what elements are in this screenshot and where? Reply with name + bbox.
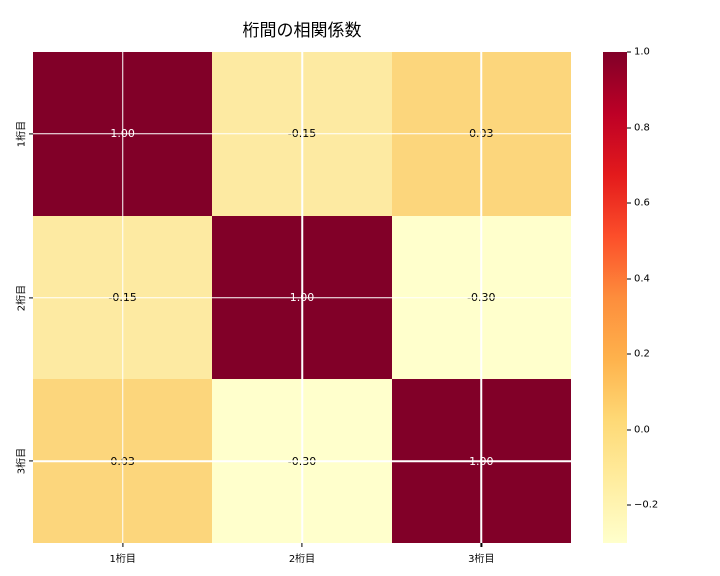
colorbar-tick (627, 278, 631, 280)
cell-value-label: -0.30 (467, 290, 496, 304)
colorbar-tick (627, 504, 631, 506)
cell-value-label: -0.30 (287, 454, 317, 468)
cell-value-label: 0.03 (469, 127, 494, 141)
colorbar-tick-label: 0.6 (634, 197, 650, 209)
heatmap-cell: 1.00 (33, 52, 213, 216)
colorbar-tick (627, 51, 631, 53)
x-axis-label: 3桁目 (468, 554, 495, 565)
cell-value-label: 1.00 (110, 127, 135, 141)
colorbar-tick-label: 0.4 (634, 273, 650, 285)
cell-value-label: -0.15 (108, 290, 137, 304)
colorbar-tick (627, 202, 631, 204)
x-axis-label: 1桁目 (109, 554, 136, 565)
cell-value-label: -0.15 (287, 127, 317, 141)
colorbar-tick (627, 429, 631, 431)
cell-value-label: 1.00 (469, 454, 494, 468)
heatmap-cell: -0.30 (391, 215, 571, 380)
colorbar-tick-label: 1.0 (634, 46, 650, 58)
heatmap: 1.00 -0.15 0.03 -0.15 1.00 -0.30 0.03 -0.30 1.00 (33, 52, 571, 543)
y-axis-label: 3桁目 (16, 447, 28, 475)
heatmap-cell: -0.15 (33, 215, 213, 380)
heatmap-cell: -0.15 (212, 52, 392, 216)
colorbar-tick (627, 127, 631, 129)
y-axis-label: 1桁目 (16, 120, 28, 148)
heatmap-cell: 1.00 (391, 379, 571, 543)
x-axis-tick (122, 543, 124, 547)
colorbar-tick-label: 0.0 (634, 424, 650, 436)
colorbar: 1.0 0.8 0.6 0.4 0.2 0.0 −0.2 (603, 47, 658, 543)
colorbar-tick (627, 353, 631, 355)
heatmap-cell: 0.03 (391, 52, 571, 216)
colorbar-tick-label: −0.2 (634, 499, 659, 511)
cell-value-label: 1.00 (289, 290, 315, 304)
heatmap-cell: 1.00 (212, 215, 392, 380)
heatmap-cell: -0.30 (212, 379, 392, 543)
y-axis-label: 2桁目 (16, 284, 28, 311)
x-axis-label: 2桁目 (288, 554, 316, 565)
chart-title: 桁間の相関係数 (242, 21, 362, 41)
colorbar-tick-label: 0.2 (634, 348, 650, 360)
colorbar-tick-label: 0.8 (634, 122, 650, 134)
cell-value-label: 0.03 (110, 454, 135, 468)
heatmap-cell: 0.03 (33, 379, 213, 543)
x-axis-tick (480, 543, 482, 547)
x-axis-tick (301, 543, 303, 547)
